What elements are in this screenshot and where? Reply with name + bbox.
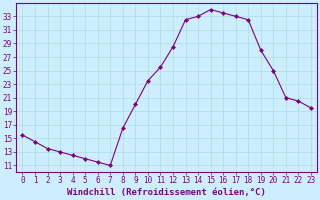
X-axis label: Windchill (Refroidissement éolien,°C): Windchill (Refroidissement éolien,°C) — [67, 188, 266, 197]
